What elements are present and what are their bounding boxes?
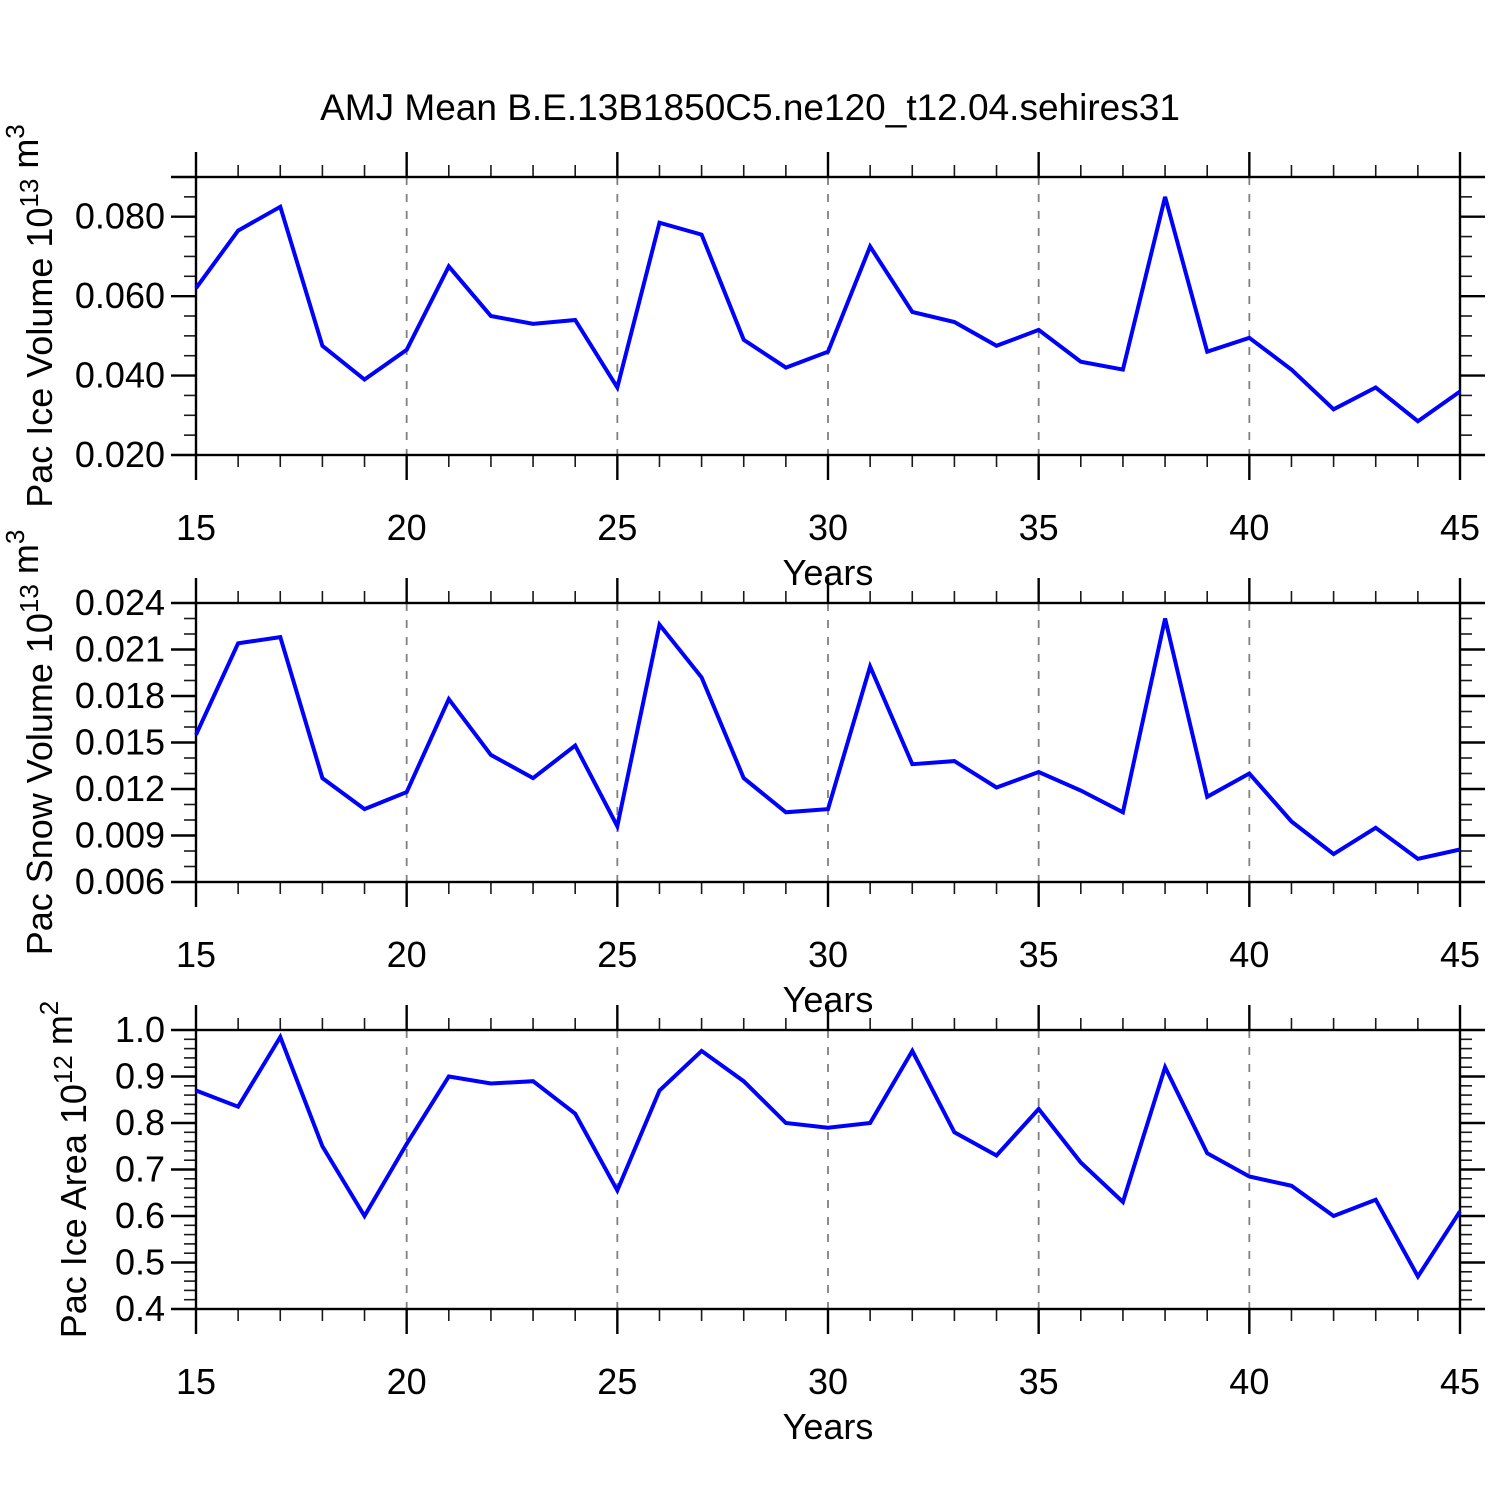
x-tick-label: 30 xyxy=(808,507,848,548)
y-tick-label: 0.080 xyxy=(75,196,165,237)
y-tick-label: 0.006 xyxy=(75,861,165,902)
x-minor-ticks xyxy=(237,165,1419,467)
y-major-ticks xyxy=(171,601,1485,884)
x-axis-title: Years xyxy=(783,1406,874,1447)
x-tick-label: 35 xyxy=(1019,507,1059,548)
y-tick-label: 0.018 xyxy=(75,675,165,716)
y-minor-ticks xyxy=(184,196,1472,436)
y-tick-label: 0.020 xyxy=(75,434,165,475)
x-tick-label: 40 xyxy=(1229,507,1269,548)
data-line-pac-ice-volume xyxy=(194,196,1462,424)
y-tick-label: 0.4 xyxy=(115,1288,165,1329)
x-major-ticks xyxy=(194,578,1462,907)
x-minor-ticks xyxy=(237,1018,1419,1321)
x-major-ticks xyxy=(194,1005,1462,1334)
x-tick-label: 35 xyxy=(1019,1361,1059,1402)
x-tick-label: 40 xyxy=(1229,934,1269,975)
x-tick-label: 15 xyxy=(176,507,216,548)
x-tick-label: 30 xyxy=(808,934,848,975)
panel-pac-ice-area: 0.4 0.5 0.6 0.7 0.8 0.9 1.0 15 20 25 30 35 40 45 Years… xyxy=(34,1001,1485,1447)
y-major-ticks xyxy=(171,1028,1485,1311)
x-tick-label: 25 xyxy=(597,507,637,548)
figure-title: AMJ Mean B.E.13B1850C5.ne120_t12.04.sehi… xyxy=(320,87,1180,128)
y-axis-title: Pac Ice Area 1012 m2 xyxy=(34,1001,94,1339)
y-tick-label: 0.015 xyxy=(75,722,165,763)
x-minor-ticks xyxy=(237,591,1419,894)
y-major-ticks xyxy=(171,175,1485,457)
x-tick-label: 45 xyxy=(1440,934,1480,975)
x-tick-label: 20 xyxy=(387,1361,427,1402)
y-tick-label: 1.0 xyxy=(115,1009,165,1050)
x-tick-label: 30 xyxy=(808,1361,848,1402)
x-tick-label: 20 xyxy=(387,934,427,975)
x-tick-label: 15 xyxy=(176,1361,216,1402)
y-tick-label: 0.012 xyxy=(75,768,165,809)
y-tick-label: 0.060 xyxy=(75,275,165,316)
y-tick-label: 0.024 xyxy=(75,582,165,623)
y-tick-label: 0.8 xyxy=(115,1102,165,1143)
panel-pac-snow-volume: 0.006 0.009 0.012 0.015 0.018 0.021 0.024 15 20 2… xyxy=(0,530,1485,1020)
x-tick-label: 20 xyxy=(387,507,427,548)
x-tick-label: 45 xyxy=(1440,507,1480,548)
y-minor-ticks xyxy=(184,1038,1472,1301)
data-line-pac-ice-area xyxy=(195,1032,1462,1281)
y-tick-label: 0.5 xyxy=(115,1242,165,1283)
y-axis-title: Pac Snow Volume 1013 m3 xyxy=(0,530,60,956)
y-tick-label: 0.021 xyxy=(75,629,165,670)
y-tick-label: 0.9 xyxy=(115,1056,165,1097)
y-minor-ticks xyxy=(184,617,1472,868)
plot-frame xyxy=(194,175,1462,457)
x-tick-label: 35 xyxy=(1019,934,1059,975)
data-line-pac-snow-volume xyxy=(194,618,1461,861)
y-tick-label: 0.040 xyxy=(75,355,165,396)
y-tick-label: 0.7 xyxy=(115,1149,165,1190)
y-axis-title: Pac Ice Volume 1013 m3 xyxy=(0,124,60,508)
y-tick-label: 0.6 xyxy=(115,1195,165,1236)
plot-frame xyxy=(194,601,1462,884)
x-tick-label: 45 xyxy=(1440,1361,1480,1402)
x-tick-label: 25 xyxy=(597,1361,637,1402)
x-tick-label: 15 xyxy=(176,934,216,975)
x-tick-label: 25 xyxy=(597,934,637,975)
y-tick-label: 0.009 xyxy=(75,815,165,856)
x-tick-label: 40 xyxy=(1229,1361,1269,1402)
x-major-ticks xyxy=(194,152,1462,480)
plot-frame xyxy=(194,1028,1462,1311)
